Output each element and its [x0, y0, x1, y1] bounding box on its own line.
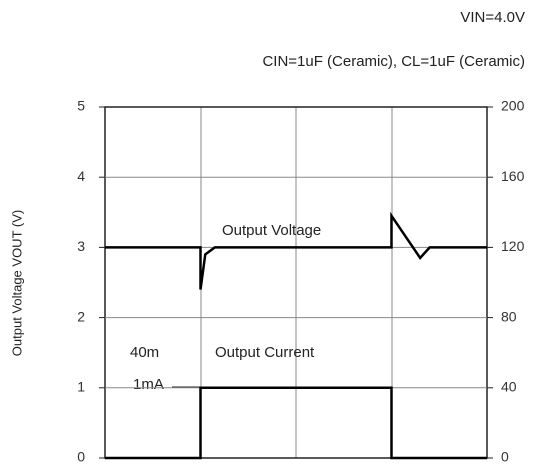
y2-tick-label: 80: [501, 308, 517, 324]
chart-title: VIN=4.0V: [460, 9, 525, 26]
series-line: [105, 211, 487, 290]
y-tick-label: 3: [77, 238, 85, 254]
y-tick-label: 0: [77, 449, 85, 465]
y-axis-label: Output Voltage VOUT (V): [9, 210, 24, 356]
annotation: 40m: [130, 344, 159, 361]
annotation: 1mA: [133, 376, 164, 393]
y2-tick-label: 200: [501, 98, 525, 114]
y-tick-label: 2: [77, 308, 85, 324]
plot-frame: [104, 106, 488, 459]
y-tick-label: 5: [77, 98, 85, 114]
y-tick-label: 4: [77, 168, 85, 184]
series-label: Output Current: [215, 344, 315, 361]
series-line: [105, 386, 487, 460]
y2-tick-label: 40: [501, 379, 517, 395]
series-label: Output Voltage: [222, 222, 321, 239]
y2-tick-label: 160: [501, 168, 525, 184]
chart-subtitle: CIN=1uF (Ceramic), CL=1uF (Ceramic): [262, 53, 525, 70]
y2-tick-label: 0: [501, 449, 509, 465]
y2-tick-label: 120: [501, 238, 525, 254]
y-tick-label: 1: [77, 379, 85, 395]
